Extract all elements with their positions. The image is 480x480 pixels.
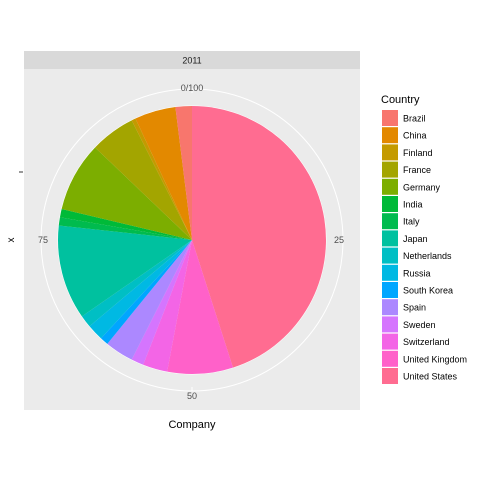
theta-tick-label: 0/100 xyxy=(181,83,204,93)
pie-slice-spain xyxy=(107,240,192,360)
legend-label: Sweden xyxy=(403,320,436,330)
legend-label: Switzerland xyxy=(403,337,450,347)
legend-key xyxy=(382,264,398,281)
legend-label: United States xyxy=(403,372,458,382)
legend-label: United Kingdom xyxy=(403,354,467,364)
legend-key xyxy=(382,282,398,298)
pie-slice-netherlands xyxy=(81,240,192,327)
y-axis-label: x xyxy=(6,238,17,243)
pie-slice-italy xyxy=(58,217,192,240)
legend-key xyxy=(382,230,398,247)
legend-label: Brazil xyxy=(403,114,426,124)
x-axis-label: Company xyxy=(168,419,216,431)
pie-slices xyxy=(57,106,326,374)
legend-key xyxy=(382,247,398,264)
theta-ticks: 0/100 25 50 75 xyxy=(38,83,344,401)
legend-key xyxy=(382,213,398,230)
legend-key xyxy=(382,333,398,350)
pie-slice-india xyxy=(59,209,193,240)
theta-tick-label: 75 xyxy=(38,235,48,245)
pie-slice-sweden xyxy=(131,240,192,365)
pie-slice-germany xyxy=(61,147,192,240)
legend-label: Russia xyxy=(403,268,431,278)
legend-key xyxy=(382,161,398,178)
legend-label: India xyxy=(403,200,423,210)
legend-key xyxy=(382,178,398,195)
legend-key xyxy=(382,110,398,126)
legend-label: Germany xyxy=(403,182,441,192)
legend-key xyxy=(382,127,398,144)
pie-slice-russia xyxy=(89,240,192,339)
legend-label: Italy xyxy=(403,217,420,227)
facet-strip xyxy=(24,51,360,69)
legend-label: France xyxy=(403,165,431,175)
pie-slice-brazil xyxy=(175,106,192,240)
facet-label: 2011 xyxy=(182,56,201,66)
legend-label: Netherlands xyxy=(403,251,452,261)
legend-label: Japan xyxy=(403,234,428,244)
legend-key xyxy=(382,316,398,333)
legend-key xyxy=(382,350,398,367)
pie-slice-south-korea xyxy=(101,240,192,344)
legend-key xyxy=(382,368,398,384)
legend-key xyxy=(382,299,398,316)
pie-slice-united-states xyxy=(192,106,326,368)
pie-slice-united-kingdom xyxy=(167,240,234,374)
legend-title: Country xyxy=(381,94,420,106)
theta-tick-label: 50 xyxy=(187,391,197,401)
pie-slice-switzerland xyxy=(143,240,192,372)
legend: Brazil China Finland France Germany India Ital… xyxy=(382,110,467,384)
legend-label: Finland xyxy=(403,148,433,158)
pie-slice-france xyxy=(95,120,192,240)
pie-slice-japan xyxy=(57,225,192,317)
legend-label: Spain xyxy=(403,303,426,313)
pie-slice-finland xyxy=(131,118,192,240)
pie-slice-china xyxy=(135,107,192,240)
legend-label: China xyxy=(403,131,427,141)
legend-label: South Korea xyxy=(403,286,453,296)
legend-key xyxy=(382,144,398,161)
theta-tick-label: 25 xyxy=(334,235,344,245)
legend-key xyxy=(382,196,398,212)
